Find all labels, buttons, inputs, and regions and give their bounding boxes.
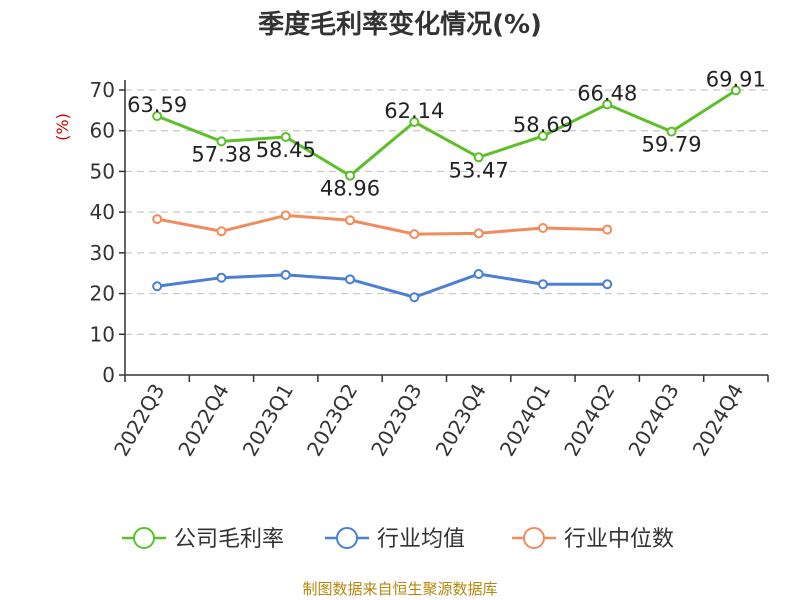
- x-tick-label: 2022Q3: [109, 380, 169, 461]
- data-label: 66.48: [577, 81, 637, 105]
- data-point: [602, 224, 613, 235]
- series-1: [152, 85, 741, 181]
- data-label: 58.69: [513, 113, 573, 137]
- data-point: [537, 223, 548, 234]
- data-point: [537, 131, 548, 142]
- data-point: [409, 229, 420, 240]
- data-point: [602, 99, 613, 110]
- series-2: [152, 269, 613, 303]
- y-tick-label: 0: [102, 363, 115, 387]
- legend-marker: [336, 527, 358, 549]
- x-tick-label: 2022Q4: [173, 380, 233, 461]
- x-tick-label: 2023Q2: [302, 380, 362, 461]
- data-point: [409, 117, 420, 128]
- x-tick-label: 2024Q3: [623, 380, 683, 461]
- y-tick-label: 40: [90, 200, 115, 224]
- data-label: 53.47: [449, 158, 509, 182]
- data-point: [345, 215, 356, 226]
- series-line: [156, 89, 737, 178]
- x-tick-label: 2024Q1: [495, 380, 555, 461]
- series-line: [156, 272, 608, 299]
- data-point: [152, 281, 163, 292]
- data-point: [280, 269, 291, 280]
- data-point: [216, 272, 227, 283]
- data-label: 62.14: [384, 99, 444, 123]
- x-tick-label: 2023Q3: [366, 380, 426, 461]
- data-point: [473, 269, 484, 280]
- x-tick-label: 2023Q1: [238, 380, 298, 461]
- legend-marker: [523, 527, 545, 549]
- data-point: [216, 136, 227, 147]
- y-tick-label: 70: [90, 78, 115, 102]
- data-point: [152, 111, 163, 122]
- legend-item-2[interactable]: 行业均值: [325, 527, 465, 552]
- source-note: 制图数据来自恒生聚源数据库: [302, 580, 498, 598]
- legend-marker: [133, 527, 155, 549]
- data-point: [345, 274, 356, 285]
- y-tick-label: 30: [90, 241, 115, 265]
- series-group: [152, 85, 741, 303]
- data-point: [666, 126, 677, 137]
- legend-item-1[interactable]: 公司毛利率: [122, 527, 284, 552]
- data-label: 69.91: [706, 67, 766, 91]
- x-tick-label: 2023Q4: [431, 380, 491, 461]
- y-tick-label: 60: [90, 119, 115, 143]
- data-point: [473, 152, 484, 163]
- data-label: 58.45: [256, 138, 316, 162]
- data-label: 59.79: [641, 133, 701, 157]
- data-point: [473, 228, 484, 239]
- y-tick-label: 10: [90, 322, 115, 346]
- y-axis-ticks: 0 10 20 30 40 50 60 70: [90, 78, 125, 387]
- legend[interactable]: 公司毛利率 行业均值 行业中位数: [122, 527, 674, 552]
- data-point: [409, 292, 420, 303]
- data-point: [280, 132, 291, 143]
- data-point: [216, 226, 227, 237]
- y-tick-label: 50: [90, 159, 115, 183]
- data-point: [730, 85, 741, 96]
- data-point: [345, 170, 356, 181]
- x-tick-label: 2024Q2: [559, 380, 619, 461]
- x-axis-ticks: 2022Q3 2022Q4 2023Q1 2023Q2 2023Q3 2023Q4 2024…: [109, 375, 769, 461]
- legend-label: 行业均值: [377, 527, 465, 552]
- data-label: 63.59: [127, 93, 187, 117]
- data-point: [280, 210, 291, 221]
- legend-label: 公司毛利率: [174, 527, 284, 552]
- data-point: [152, 214, 163, 225]
- data-point: [537, 279, 548, 290]
- legend-item-3[interactable]: 行业中位数: [512, 527, 674, 552]
- legend-label: 行业中位数: [564, 527, 674, 552]
- chart-title: 季度毛利率变化情况(%): [258, 10, 542, 40]
- y-tick-label: 20: [90, 282, 115, 306]
- y-axis-label: (%): [53, 113, 72, 141]
- data-point: [602, 279, 613, 290]
- series-line: [156, 213, 608, 236]
- data-label: 57.38: [191, 142, 251, 166]
- x-tick-label: 2024Q4: [688, 380, 748, 461]
- data-label: 48.96: [320, 177, 380, 201]
- series-3: [152, 210, 613, 240]
